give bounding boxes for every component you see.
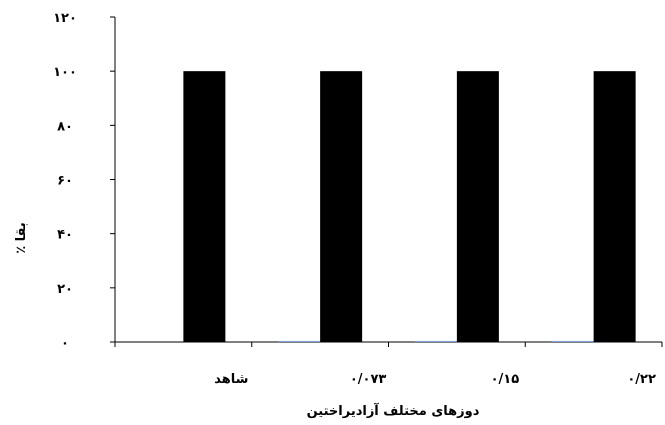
- bars: [183, 71, 636, 343]
- y-tick-label: ۲۰: [57, 282, 73, 297]
- x-category-label: ۰/۱۵: [491, 372, 520, 387]
- x-axis-title: دوزهای مختلف آزادیراختین: [307, 402, 480, 419]
- x-ticks: [114, 342, 663, 347]
- y-axis-title: ٪ بقا: [14, 222, 29, 254]
- x-category-label: ۰/۰۷۳: [350, 372, 387, 387]
- bar: [183, 71, 226, 343]
- bar: [414, 340, 457, 342]
- bar: [593, 71, 636, 343]
- bar: [320, 71, 363, 343]
- y-ticks: ۰ ۲۰ ۴۰ ۶۰ ۸۰ ۱۰۰ ۱۲۰: [53, 11, 115, 351]
- category-labels: شاهد ۰/۰۷۳ ۰/۱۵ ۰/۲۲: [214, 372, 656, 387]
- y-tick-label: ۴۰: [57, 228, 73, 243]
- x-category-label: ۰/۲۲: [627, 372, 656, 387]
- y-tick-label: ۰: [61, 336, 69, 351]
- bar: [456, 71, 499, 343]
- y-tick-label: ۱۲۰: [53, 11, 77, 26]
- bar: [551, 340, 594, 342]
- bar: [278, 340, 321, 342]
- x-category-label: شاهد: [214, 372, 248, 387]
- y-tick-label: ۶۰: [57, 174, 73, 189]
- y-tick-label: ۸۰: [57, 119, 73, 134]
- y-tick-label: ۱۰۰: [53, 65, 77, 80]
